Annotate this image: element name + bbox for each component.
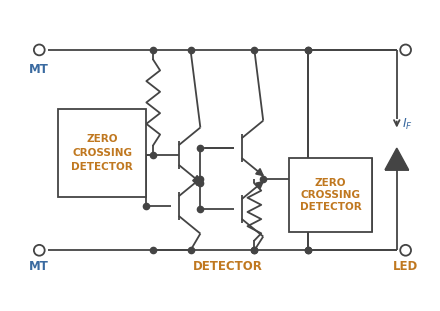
- Polygon shape: [256, 182, 263, 188]
- Text: MT: MT: [29, 63, 49, 76]
- Text: DETECTOR: DETECTOR: [300, 202, 361, 211]
- Polygon shape: [256, 169, 263, 176]
- Text: DETECTOR: DETECTOR: [193, 260, 263, 273]
- Text: $I_F$: $I_F$: [402, 117, 413, 132]
- Text: CROSSING: CROSSING: [301, 190, 360, 200]
- Text: DETECTOR: DETECTOR: [71, 162, 133, 172]
- Text: CROSSING: CROSSING: [72, 148, 132, 158]
- Text: LED: LED: [393, 260, 418, 273]
- Text: ZERO: ZERO: [86, 134, 118, 144]
- Text: ZERO: ZERO: [315, 178, 346, 188]
- Polygon shape: [385, 148, 409, 170]
- Bar: [58, 109, 147, 197]
- Text: MT: MT: [29, 260, 49, 273]
- Bar: [289, 158, 372, 232]
- Polygon shape: [193, 175, 200, 183]
- Polygon shape: [193, 179, 200, 186]
